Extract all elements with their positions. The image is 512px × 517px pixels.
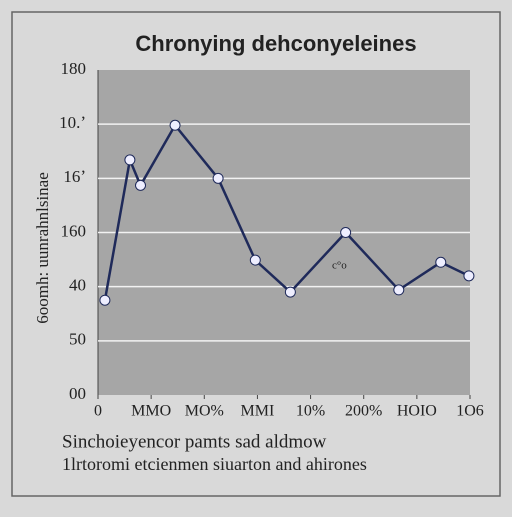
marker: [249, 254, 261, 266]
marker: [124, 154, 136, 166]
y-tick-label: 50: [69, 330, 86, 349]
marker: [435, 256, 447, 268]
marker: [169, 119, 181, 131]
caption: Sinchoieyencor pamts sad aldmow: [62, 431, 327, 452]
y-tick-label: 40: [69, 276, 86, 295]
annotation: c°o: [332, 260, 347, 272]
y-tick-label: 16ʼ: [63, 167, 86, 186]
marker: [99, 294, 111, 306]
marker: [340, 227, 352, 238]
x-tick-label: 1O6: [456, 403, 484, 420]
x-tick-label: MMO: [131, 403, 171, 420]
x-tick-label: 200%: [345, 403, 382, 420]
x-tick-label: HOIO: [397, 403, 437, 420]
marker: [135, 179, 147, 191]
y-tick-label: 160: [61, 221, 87, 240]
x-tick-label: MMI: [241, 403, 275, 420]
marker: [393, 284, 405, 296]
y-tick-label: 10.ʼ: [59, 113, 86, 132]
y-tick-label: 00: [69, 384, 86, 403]
marker: [212, 172, 224, 184]
x-tick-label: 0: [94, 403, 102, 420]
y-tick-label: 180: [61, 59, 87, 78]
y-axis-label: 6oomh: uunrahnlsinae: [33, 172, 52, 324]
caption: 1lrtoromi etcienmen siuarton and ahirone…: [62, 454, 367, 474]
marker: [463, 270, 475, 282]
marker: [284, 286, 296, 298]
chart-title: Chronying dehconyeleines: [135, 31, 416, 56]
x-tick-label: MO%: [185, 403, 224, 420]
x-tick-label: 10%: [296, 403, 325, 420]
